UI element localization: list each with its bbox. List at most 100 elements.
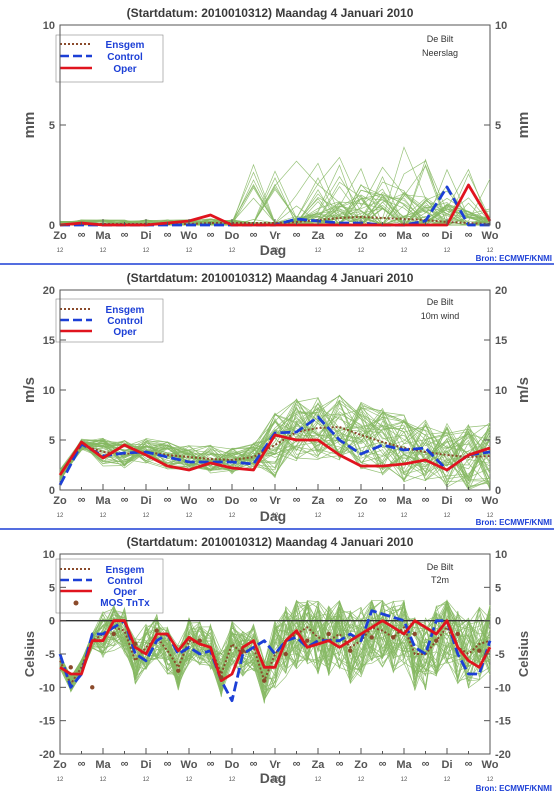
x-minor-tick-label: ∞ — [379, 758, 387, 770]
mos-point — [68, 665, 73, 670]
x-minor-tick-label: ∞ — [422, 758, 430, 770]
x-minor-tick-label: ∞ — [293, 494, 301, 506]
chart-title: (Startdatum: 2010010312) Maandag 4 Janua… — [127, 6, 414, 20]
x-tick-label: Di — [141, 759, 152, 771]
x-tick-label: Ma — [95, 495, 111, 507]
x-minor-tick-label: ∞ — [336, 229, 344, 241]
x-hour-label: 12 — [315, 513, 322, 519]
x-minor-tick-label: ∞ — [250, 758, 258, 770]
y-tick-label-right: 5 — [495, 435, 501, 447]
x-hour-label: 12 — [186, 513, 193, 519]
y-tick-label: 15 — [43, 335, 55, 347]
ensemble-member-line — [59, 156, 490, 226]
x-tick-label: Do — [225, 495, 240, 507]
x-hour-label: 12 — [143, 248, 150, 254]
x-tick-label: Di — [442, 495, 453, 507]
y-tick-label-right: 0 — [495, 485, 501, 497]
y-tick-label: 10 — [43, 549, 55, 561]
legend-label-ensgem: Ensgem — [106, 305, 145, 316]
ensemble-member-line — [59, 422, 491, 474]
x-hour-label: 12 — [444, 513, 451, 519]
y-axis-label: Celsius — [22, 631, 37, 677]
x-tick-label: Wo — [181, 230, 198, 242]
mos-point — [348, 648, 353, 653]
x-minor-tick-label: ∞ — [379, 494, 387, 506]
x-hour-label: 12 — [186, 248, 193, 254]
x-minor-tick-label: ∞ — [78, 494, 86, 506]
y-tick-label: 10 — [43, 385, 55, 397]
ensemble-member-line — [59, 405, 491, 484]
x-minor-tick-label: ∞ — [379, 229, 387, 241]
y-tick-label: 5 — [49, 582, 55, 594]
chart-title: (Startdatum: 2010010312) Maandag 4 Janua… — [127, 535, 414, 549]
mos-point — [369, 635, 374, 640]
x-hour-label: 12 — [143, 513, 150, 519]
mos-point — [305, 638, 310, 643]
x-tick-label: Ma — [95, 230, 111, 242]
y-tick-label: 0 — [49, 616, 55, 628]
y-tick-label-right: -10 — [495, 682, 511, 694]
x-axis-label: Dag — [260, 508, 286, 524]
station-name: De Bilt — [427, 34, 454, 44]
y-tick-label-right: -5 — [495, 649, 505, 661]
x-hour-label: 12 — [487, 513, 494, 519]
series-line-oper — [59, 619, 492, 683]
x-tick-label: Za — [312, 495, 326, 507]
y-tick-label-right: 0 — [495, 220, 501, 232]
y-tick-label: 10 — [43, 20, 55, 32]
series-line-ensgem — [59, 626, 491, 685]
ensemble-member-line — [59, 418, 491, 489]
ensemble-members — [59, 146, 491, 226]
y-tick-label: 5 — [49, 120, 55, 132]
ensemble-member-line — [59, 605, 491, 700]
mos-point — [219, 675, 224, 680]
legend-label-ensgem: Ensgem — [106, 565, 145, 576]
x-hour-label: 12 — [57, 513, 64, 519]
variable-name: T2m — [431, 575, 449, 585]
x-hour-label: 12 — [272, 513, 279, 519]
legend: Ensgem Control Oper MOS TnTx — [55, 558, 164, 614]
panel-temperature: (Startdatum: 2010010312) Maandag 4 Janua… — [22, 535, 552, 793]
legend-label-control: Control — [107, 52, 143, 63]
legend-label-control: Control — [107, 576, 143, 587]
y-axis-label-right: mm — [515, 112, 532, 139]
y-tick-label-right: 15 — [495, 335, 507, 347]
x-minor-tick-label: ∞ — [207, 494, 215, 506]
mos-point — [391, 635, 396, 640]
x-tick-label: Zo — [53, 759, 67, 771]
mos-point — [477, 648, 482, 653]
y-tick-label: 5 — [49, 435, 55, 447]
x-tick-label: Vr — [269, 495, 281, 507]
x-tick-label: Ma — [396, 495, 412, 507]
x-hour-label: 12 — [487, 248, 494, 254]
x-hour-label: 12 — [401, 777, 408, 783]
x-tick-label: Zo — [53, 230, 67, 242]
x-minor-tick-label: ∞ — [422, 229, 430, 241]
x-minor-tick-label: ∞ — [121, 494, 129, 506]
x-minor-tick-label: ∞ — [250, 229, 258, 241]
y-tick-label: -15 — [39, 716, 55, 728]
ensemble-member-line — [59, 413, 491, 480]
source-credit: Bron: ECMWF/KNMI — [476, 518, 552, 527]
x-hour-label: 12 — [186, 777, 193, 783]
x-hour-label: 12 — [100, 777, 107, 783]
x-tick-label: Ma — [95, 759, 111, 771]
source-credit: Bron: ECMWF/KNMI — [476, 784, 552, 793]
x-hour-label: 12 — [315, 777, 322, 783]
x-minor-tick-label: ∞ — [336, 758, 344, 770]
y-tick-label: 0 — [49, 220, 55, 232]
legend-label-mos: MOS TnTx — [100, 598, 150, 609]
mos-point — [326, 631, 331, 637]
x-hour-label: 12 — [229, 777, 236, 783]
x-hour-label: 12 — [272, 248, 279, 254]
x-tick-label: Di — [141, 230, 152, 242]
y-tick-label-right: 20 — [495, 285, 507, 297]
x-hour-label: 12 — [401, 248, 408, 254]
x-minor-tick-label: ∞ — [164, 758, 172, 770]
y-axis-label-right: m/s — [515, 377, 532, 403]
legend-label-ensgem: Ensgem — [106, 40, 145, 51]
x-minor-tick-label: ∞ — [121, 229, 129, 241]
x-hour-label: 12 — [444, 777, 451, 783]
x-hour-label: 12 — [229, 248, 236, 254]
